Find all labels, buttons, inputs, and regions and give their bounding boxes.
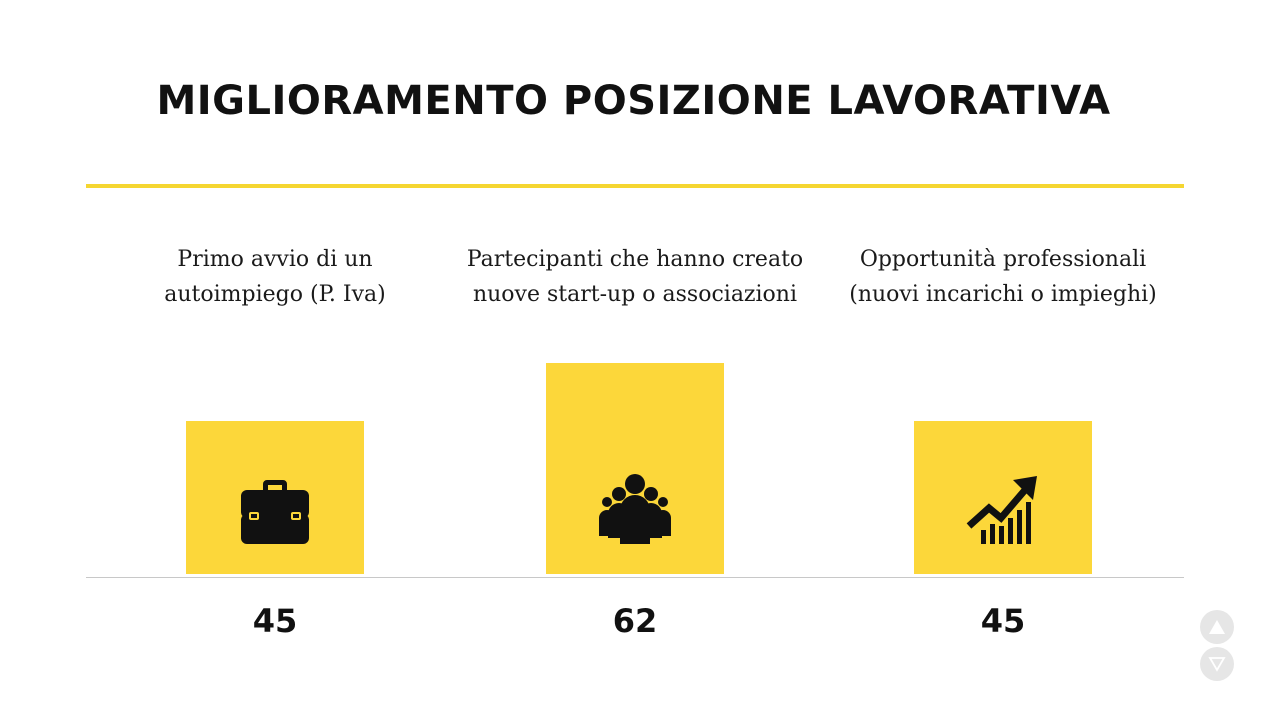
briefcase-icon	[235, 468, 315, 548]
bar	[186, 421, 364, 574]
previous-slide-button[interactable]	[1200, 610, 1234, 644]
category-label: Opportunità professionali (nuovi incarich…	[823, 242, 1183, 312]
category-label: Partecipanti che hanno creato nuove start…	[455, 242, 815, 312]
category-label: Primo avvio di un autoimpiego (P. Iva)	[95, 242, 455, 312]
value-label: 45	[980, 602, 1026, 640]
page-title: MIGLIORAMENTO POSIZIONE LAVORATIVA	[156, 78, 1111, 124]
title-underline	[86, 184, 1184, 188]
bar	[914, 421, 1092, 574]
triangle-down-icon	[1208, 657, 1226, 672]
growth-chart-icon	[963, 468, 1043, 548]
category-label-line: (nuovi incarichi o impieghi)	[849, 282, 1157, 307]
category-label-line: Primo avvio di un	[177, 247, 373, 272]
category-label-line: Partecipanti che hanno creato	[466, 247, 804, 272]
bar	[546, 363, 724, 574]
group-icon	[595, 468, 675, 548]
category-label-line: Opportunità professionali	[859, 247, 1147, 272]
category-label-line: nuove start-up o associazioni	[472, 282, 798, 307]
next-slide-button[interactable]	[1200, 647, 1234, 681]
value-label: 45	[252, 602, 298, 640]
chart-baseline	[86, 577, 1184, 578]
category-label-line: autoimpiego (P. Iva)	[164, 282, 386, 307]
value-label: 62	[612, 602, 658, 640]
triangle-up-icon	[1209, 620, 1225, 634]
